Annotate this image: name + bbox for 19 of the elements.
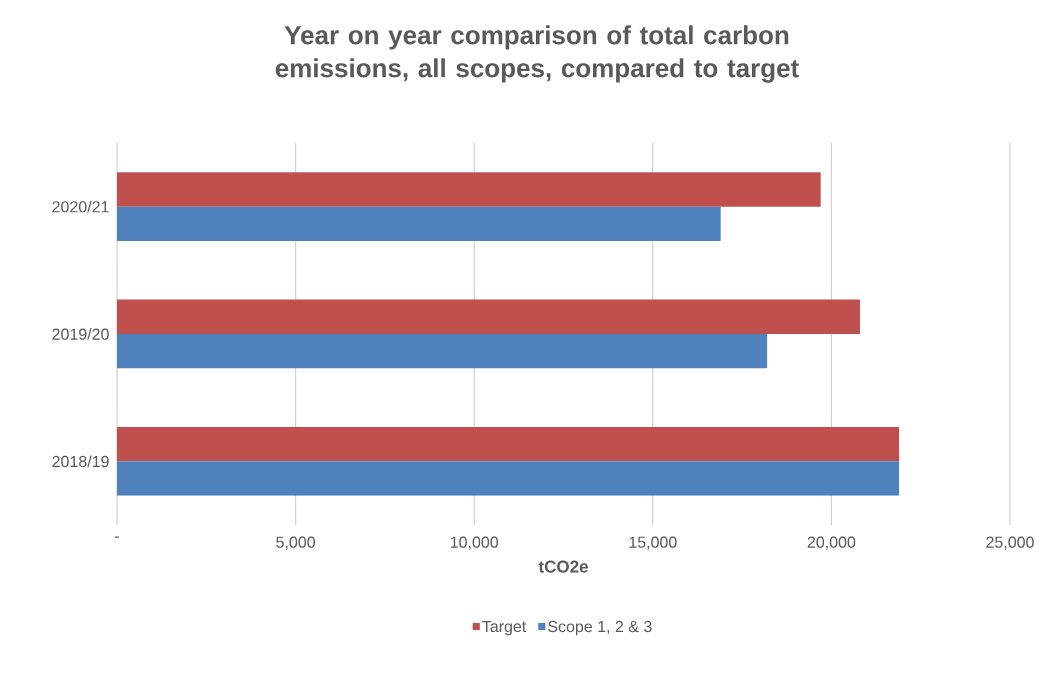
x-axis-title: tCO2e: [538, 560, 588, 573]
bar: [117, 206, 721, 242]
bar: [117, 333, 768, 369]
x-tick-label: 20,000: [807, 536, 856, 550]
y-tick-label: 2019/20: [52, 328, 109, 340]
y-tick-label: 2018/19: [52, 455, 109, 468]
bar: [117, 299, 860, 334]
x-tick-label: 10,000: [450, 536, 499, 550]
bar: [117, 461, 900, 496]
x-tick-label: 25,000: [986, 536, 1034, 550]
x-tick-label: -: [115, 536, 119, 538]
legend-label: Target: [482, 620, 527, 636]
x-tick-label: 15,000: [629, 536, 677, 550]
bar: [117, 172, 821, 207]
x-tick-label: 5,000: [276, 536, 315, 550]
bar: [117, 426, 900, 462]
y-tick-label: 2020/21: [52, 200, 109, 213]
legend-label: Scope 1, 2 & 3: [548, 620, 652, 636]
chart-title: Year on year comparison of total carbon emissions, all scopes, compared to target: [275, 25, 799, 83]
